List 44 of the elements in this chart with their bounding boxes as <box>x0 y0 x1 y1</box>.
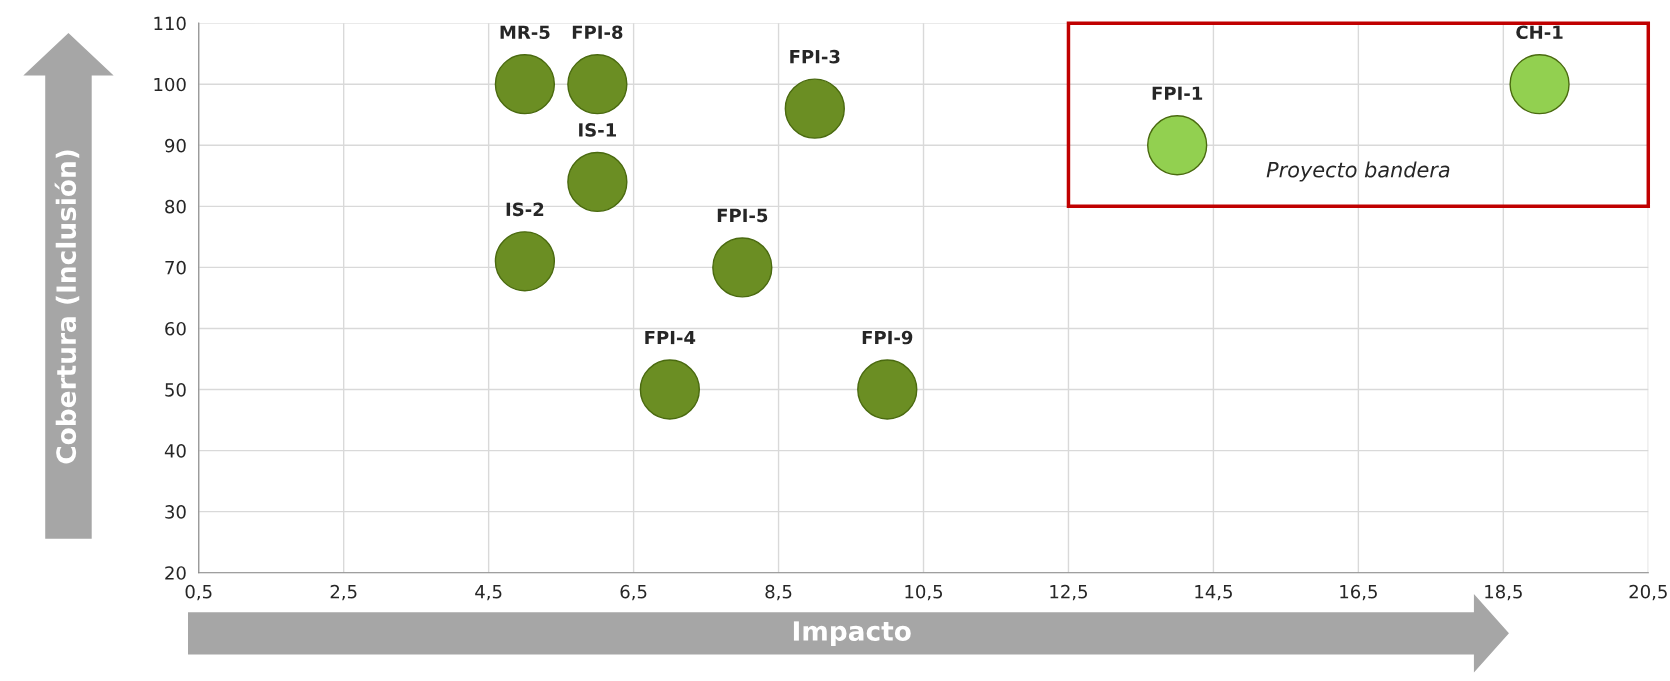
x-axis-title: Impacto <box>793 621 911 647</box>
annotation: CH-1 <box>1516 25 1563 40</box>
point <box>494 54 556 115</box>
point <box>567 151 628 213</box>
annotation: MR-5 <box>500 25 550 40</box>
annotation: FPI-8 <box>572 25 623 40</box>
annotation: IS-1 <box>579 123 617 137</box>
annotation: FPI-3 <box>790 49 840 64</box>
y-tick-label: 90 <box>165 138 186 153</box>
y-tick-label: 110 <box>154 16 186 31</box>
point <box>1147 115 1208 176</box>
x-tick-label: 12,5 <box>1050 584 1087 601</box>
point <box>857 359 918 420</box>
x-tick-label: 6,5 <box>620 584 647 601</box>
x-tick-label: 2,5 <box>330 584 357 601</box>
annotation: FPI-9 <box>862 330 913 345</box>
y-axis-title: Cobertura (Inclusión) <box>54 150 80 464</box>
x-tick-label: 0,5 <box>185 584 212 601</box>
y-tick-label: 20 <box>165 566 186 580</box>
annotation: FPI-4 <box>645 330 696 345</box>
point <box>494 231 556 292</box>
annotation: FPI-5 <box>717 208 768 223</box>
x-tick-label: 18,5 <box>1485 584 1522 601</box>
x-tick-label: 10,5 <box>905 584 943 601</box>
y-tick-label: 60 <box>165 321 186 336</box>
point <box>639 359 700 420</box>
y-tick-label: 50 <box>165 382 186 397</box>
x-tick-label: 14,5 <box>1195 585 1232 601</box>
y-tick-label: 70 <box>165 260 186 275</box>
x-tick-label: 16,5 <box>1340 584 1377 601</box>
y-tick-label: 30 <box>165 505 186 519</box>
point <box>567 54 628 115</box>
y-tick-label: 80 <box>165 199 186 214</box>
x-tick-label: 8,5 <box>765 584 792 601</box>
y-tick-label: 40 <box>164 444 186 458</box>
x-tick-label: 20,5 <box>1629 584 1667 601</box>
point <box>784 78 845 139</box>
annotation: FPI-1 <box>1152 86 1203 100</box>
annotation: IS-2 <box>506 202 544 217</box>
point <box>712 237 773 298</box>
x-tick-label: 4,5 <box>475 585 502 601</box>
y-tick-label: 100 <box>154 77 186 92</box>
annotation: Proyecto bandera <box>1266 161 1450 182</box>
point <box>1509 54 1570 115</box>
